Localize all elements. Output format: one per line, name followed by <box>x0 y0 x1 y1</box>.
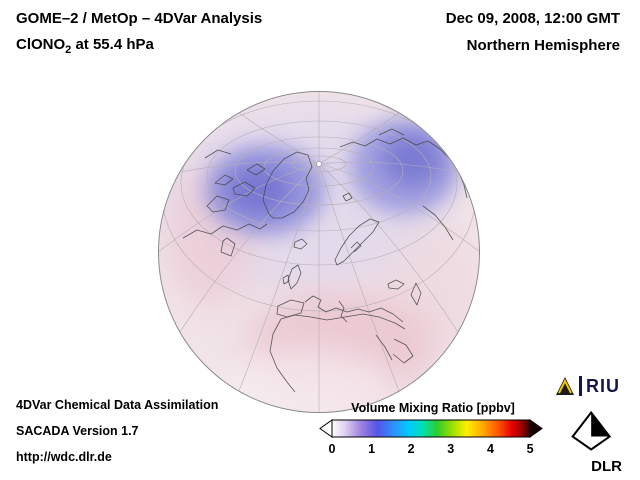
tick-0: 0 <box>328 442 336 456</box>
graticule <box>159 92 479 412</box>
tick-2: 2 <box>407 442 415 456</box>
colorbar-gradient <box>331 419 531 438</box>
footer-credits: 4DVar Chemical Data Assimilation SACADA … <box>16 398 218 476</box>
tick-4: 4 <box>487 442 494 456</box>
globe-svg <box>158 91 480 413</box>
colorbar-title: Volume Mixing Ratio [ppbv] <box>351 401 515 415</box>
colorbar-left-arrow <box>319 419 333 438</box>
globe-map <box>155 88 483 416</box>
colorbar-right-arrow <box>529 419 543 438</box>
tick-3: 3 <box>447 442 455 456</box>
title-line1: GOME–2 / MetOp – 4DVar Analysis <box>16 10 263 27</box>
tick-5: 5 <box>526 442 534 456</box>
colorbar: Volume Mixing Ratio [ppbv] 0 1 2 3 4 5 <box>318 401 548 457</box>
riu-logo-text: RIU <box>586 375 620 396</box>
colorbar-scale <box>319 419 543 438</box>
header-right: Dec 09, 2008, 12:00 GMT Northern Hemisph… <box>446 10 620 64</box>
dlr-logo-text: DLR <box>591 458 622 475</box>
credit-line1: 4DVar Chemical Data Assimilation <box>16 398 219 412</box>
dlr-logo: DLR <box>560 407 626 475</box>
compound-subscript: 2 <box>65 44 72 56</box>
compound-name: ClONO <box>16 36 66 53</box>
header-left: GOME–2 / MetOp – 4DVar Analysis ClONO2 a… <box>16 10 262 56</box>
title-line2: ClONO2 at 55.4 hPa <box>16 36 262 56</box>
credit-line2: SACADA Version 1.7 <box>16 424 139 438</box>
credit-url: http://wdc.dlr.de <box>16 450 112 464</box>
colorbar-ticks: 0 1 2 3 4 5 <box>318 442 548 457</box>
datetime-label: Dec 09, 2008, 12:00 GMT <box>445 10 620 27</box>
dlr-wing-icon <box>571 410 612 451</box>
pressure-level: at 55.4 hPa <box>71 36 154 53</box>
riu-logo: RIU <box>554 375 620 397</box>
tick-1: 1 <box>368 442 376 456</box>
riu-divider <box>579 376 582 396</box>
region-label: Northern Hemisphere <box>466 37 620 54</box>
pole-marker <box>316 161 322 167</box>
riu-mountain-icon <box>556 377 574 395</box>
coastlines <box>182 128 468 393</box>
